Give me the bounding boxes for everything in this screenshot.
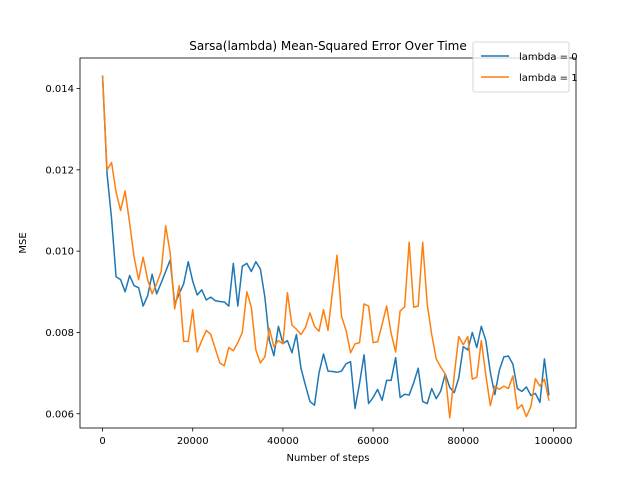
x-tick-label: 0	[99, 436, 105, 447]
x-tick-label: 100000	[534, 436, 572, 447]
legend-label-0: lambda = 0	[519, 52, 578, 63]
x-axis-label: Number of steps	[286, 453, 369, 464]
y-tick-label: 0.012	[45, 165, 74, 176]
series-layer	[101, 75, 550, 419]
x-tick-label: 80000	[447, 436, 479, 447]
series-line-1	[101, 75, 550, 419]
x-axis-ticks: 0 20000 40000 60000 80000 100000	[99, 428, 573, 447]
legend-box	[472, 41, 570, 93]
chart-title: Sarsa(lambda) Mean-Squared Error Over Ti…	[189, 39, 466, 53]
y-axis-label: MSE	[18, 232, 29, 253]
y-tick-label: 0.008	[45, 328, 74, 339]
y-tick-label: 0.010	[45, 247, 74, 258]
y-tick-label: 0.006	[45, 409, 74, 420]
x-tick-label: 40000	[267, 436, 299, 447]
y-tick-label: 0.014	[45, 84, 74, 95]
y-axis-ticks: 0.006 0.008 0.010 0.012 0.014	[45, 84, 80, 420]
x-tick-label: 20000	[177, 436, 209, 447]
x-tick-label: 60000	[357, 436, 389, 447]
axes-frame	[79, 57, 577, 429]
legend: lambda = 0 lambda = 1	[472, 41, 578, 93]
legend-label-1: lambda = 1	[519, 73, 578, 84]
